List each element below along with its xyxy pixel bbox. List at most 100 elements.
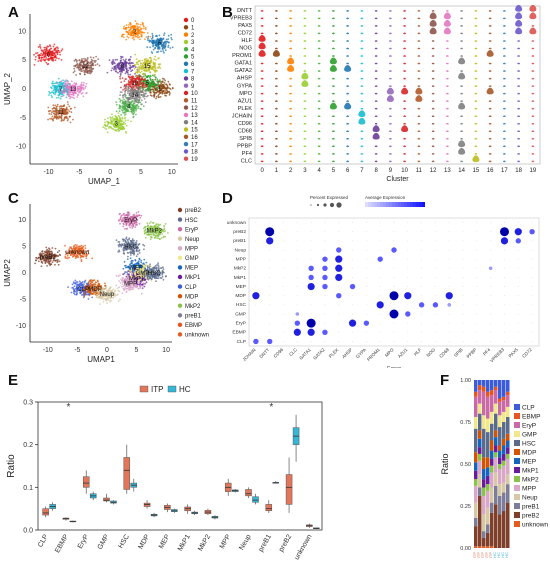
umap-point <box>122 89 124 91</box>
umap-point <box>111 67 114 69</box>
x-tick-label: 0 <box>108 169 112 176</box>
umap-point <box>56 49 58 51</box>
violin-shape <box>331 17 335 20</box>
umap-point <box>140 33 143 36</box>
umap-point <box>118 105 121 108</box>
umap-point <box>71 283 74 286</box>
umap-point <box>138 88 141 90</box>
violin-shape <box>474 47 478 50</box>
umap-point <box>121 77 124 79</box>
y-tick-label: -10 <box>16 144 26 151</box>
violin-shape <box>274 47 278 50</box>
umap-point <box>58 94 61 96</box>
legend-swatch <box>183 68 189 74</box>
violin-shape <box>431 160 435 163</box>
umap-point <box>57 113 60 116</box>
umap-point <box>115 239 118 242</box>
umap-point <box>135 33 137 36</box>
umap-point <box>78 280 81 283</box>
umap-point <box>126 71 129 73</box>
umap-point <box>117 241 120 243</box>
violin-shape <box>445 47 449 50</box>
umap-point <box>126 245 128 248</box>
umap-point <box>118 127 120 130</box>
umap-point <box>148 222 151 225</box>
violin-shape <box>360 145 364 148</box>
legend-swatch <box>183 112 189 118</box>
cluster-tick-label: 7 <box>360 168 364 174</box>
umap-point <box>97 280 99 283</box>
umap-point <box>127 211 130 214</box>
umap-point <box>60 59 63 61</box>
umap-point <box>131 220 134 223</box>
umap-point <box>147 266 149 269</box>
umap-point <box>157 80 160 82</box>
umap-point <box>162 50 165 52</box>
umap-point <box>128 33 131 36</box>
umap-point <box>151 74 154 77</box>
violin-shape <box>289 160 293 163</box>
violin-shape <box>515 4 523 12</box>
umap-point <box>84 247 87 250</box>
violin-shape <box>460 55 464 57</box>
umap-point <box>134 226 137 228</box>
umap-point <box>97 58 100 60</box>
violin-shape <box>317 85 321 87</box>
x-tick-label: -5 <box>74 347 80 354</box>
point-cloud <box>64 244 94 263</box>
umap-point <box>156 40 159 43</box>
violin-shape <box>274 122 278 125</box>
umap-point <box>128 266 131 269</box>
umap-celltype-chart: -10-10-5-500551010UMAP1UMAP2preB2unknown… <box>3 204 209 364</box>
violin-shape <box>474 40 478 42</box>
umap-point <box>81 70 84 72</box>
umap-point <box>102 126 105 129</box>
umap-point <box>121 35 123 38</box>
violin-shape <box>301 80 309 87</box>
violin-shape <box>331 160 335 163</box>
umap-point <box>157 277 160 280</box>
panel-label-f: F <box>440 372 450 389</box>
umap-point <box>146 32 149 34</box>
umap-point <box>164 46 167 48</box>
violin-shape <box>388 32 392 35</box>
violin-shape <box>260 100 264 102</box>
umap-point <box>131 100 134 102</box>
umap-point <box>152 63 155 65</box>
umap-point <box>78 283 81 286</box>
umap-point <box>78 69 81 71</box>
violin-shape <box>274 152 278 155</box>
umap-point <box>104 121 106 124</box>
umap-point <box>146 64 149 67</box>
gene-label: PPBP <box>237 143 252 149</box>
umap-point <box>141 271 143 273</box>
umap-point <box>122 94 124 97</box>
umap-point <box>127 73 130 76</box>
violin-shape <box>331 32 335 35</box>
umap-point <box>56 251 59 254</box>
umap-point <box>136 218 139 221</box>
umap-point <box>154 76 157 79</box>
umap-point <box>139 74 141 77</box>
violin-shape <box>458 140 466 148</box>
umap-point <box>153 58 156 61</box>
umap-point <box>81 250 83 253</box>
cluster-label: 0 <box>47 52 51 58</box>
umap-point <box>95 60 97 62</box>
umap-point <box>136 80 139 83</box>
umap-point <box>129 58 132 61</box>
umap-point <box>69 83 71 86</box>
umap-point <box>167 80 170 83</box>
umap-point <box>47 261 50 264</box>
umap-point <box>69 121 72 124</box>
umap-point <box>157 227 160 229</box>
umap-point <box>158 79 161 81</box>
umap-point <box>43 46 46 49</box>
umap-point <box>138 222 141 225</box>
umap-point <box>52 89 55 92</box>
violin-shape <box>403 62 407 65</box>
violin-shape <box>488 100 492 102</box>
violin-shape <box>329 102 337 110</box>
umap-point <box>60 90 63 93</box>
umap-point <box>145 81 148 83</box>
